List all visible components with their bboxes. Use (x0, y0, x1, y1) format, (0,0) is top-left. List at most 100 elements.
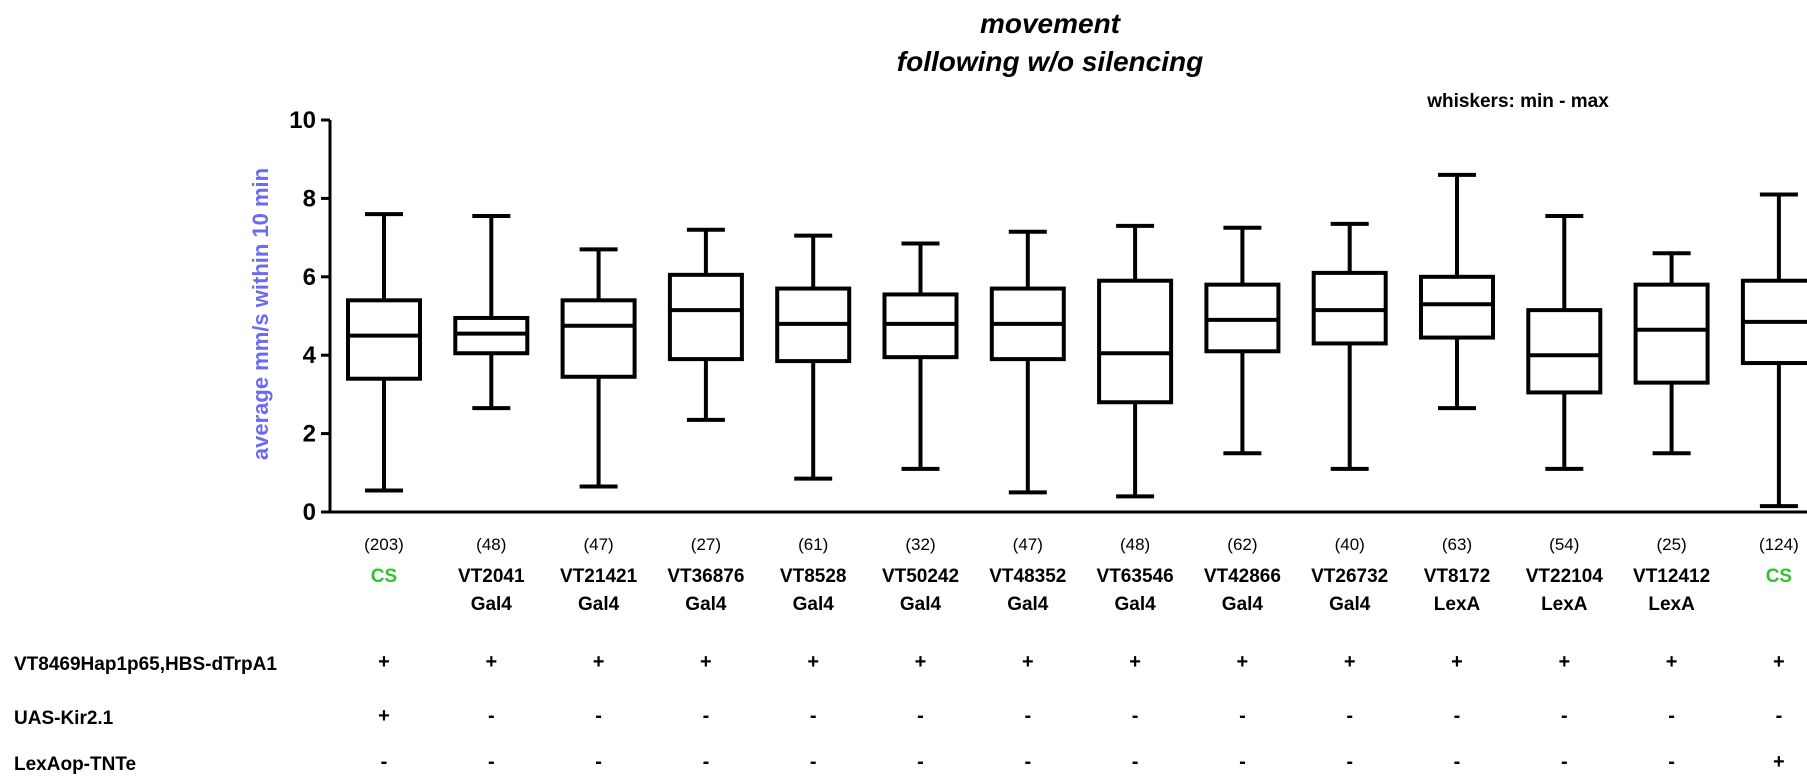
minus-mark: - (1561, 705, 1568, 727)
category-label-line1: VT42866 (1204, 566, 1281, 587)
sample-size-label: (27) (691, 535, 721, 554)
iqr-box (1633, 282, 1710, 385)
minus-mark: - (917, 705, 924, 727)
box-cs-0 (346, 212, 422, 493)
category-label-line1: VT63546 (1097, 566, 1174, 587)
category-label-line1: VT8528 (780, 566, 847, 587)
category-label-line1: VT50242 (882, 566, 959, 587)
plus-mark: + (700, 651, 712, 673)
box-vt12412-12 (1633, 251, 1710, 456)
y-tick-label: 4 (303, 342, 317, 369)
minus-mark: - (1668, 705, 1675, 727)
plus-mark: + (1773, 651, 1785, 673)
box-vt26732-9 (1311, 221, 1388, 471)
box-vt63546-7 (1097, 223, 1174, 499)
plus-mark: + (1558, 651, 1570, 673)
genotype-row-label: UAS-Kir2.1 (14, 708, 114, 729)
minus-mark: - (1132, 705, 1139, 727)
plus-mark: + (1237, 651, 1249, 673)
plus-mark: + (593, 651, 605, 673)
minus-mark: - (1346, 705, 1353, 727)
y-tick-label: 2 (303, 421, 316, 448)
category-label-line2: LexA (1434, 594, 1481, 615)
sample-size-label: (47) (583, 535, 613, 554)
category-label-line1: VT2041 (458, 566, 525, 587)
plus-mark: + (1022, 651, 1034, 673)
plus-mark: + (1129, 651, 1141, 673)
minus-mark: - (1346, 751, 1353, 773)
genotype-table: VT8469Hap1p65,HBS-dTrpA1 + + + + + + + + + + + + + + UA… (14, 651, 1785, 775)
iqr-box (560, 298, 637, 379)
category-label-line1: CS (1766, 566, 1792, 587)
plus-mark: + (807, 651, 819, 673)
plus-mark: + (1666, 651, 1678, 673)
plus-mark: + (915, 651, 927, 673)
axes: 0 2 4 6 8 10 (289, 107, 1807, 526)
category-label-line1: CS (371, 566, 397, 587)
minus-mark: - (810, 705, 817, 727)
plus-mark: + (485, 651, 497, 673)
chart-title-line1: movement (980, 8, 1122, 39)
minus-mark: - (1024, 751, 1031, 773)
minus-mark: - (1239, 705, 1246, 727)
category-label-line2: Gal4 (1114, 594, 1156, 615)
minus-mark: - (1454, 705, 1461, 727)
plus-mark: + (378, 705, 390, 727)
y-tick-label: 6 (303, 264, 316, 291)
box-group (346, 172, 1807, 509)
box-vt8172-10 (1419, 172, 1495, 411)
category-label-line2: LexA (1648, 594, 1695, 615)
box-vt21421-2 (560, 247, 637, 489)
category-label-line2: Gal4 (793, 594, 835, 615)
category-label-line2: Gal4 (1329, 594, 1371, 615)
chart-title-line2: following w/o silencing (897, 46, 1203, 77)
minus-mark: - (1668, 751, 1675, 773)
category-label-line1: VT8172 (1424, 566, 1491, 587)
box-vt2041-1 (453, 214, 530, 411)
minus-mark: - (1454, 751, 1461, 773)
sample-size-label: (47) (1013, 535, 1043, 554)
category-label-line1: VT21421 (560, 566, 638, 587)
minus-mark: - (595, 751, 602, 773)
sample-size-label: (48) (476, 535, 506, 554)
iqr-box (346, 298, 422, 381)
minus-mark: - (703, 751, 710, 773)
category-label-line2: Gal4 (471, 594, 513, 615)
category-label-line1: VT36876 (667, 566, 744, 587)
minus-mark: - (1024, 705, 1031, 727)
genotype-row-label: LexAop-TNTe (14, 754, 136, 775)
category-label-line2: Gal4 (900, 594, 942, 615)
category-label-line2: LexA (1541, 594, 1588, 615)
y-tick-label: 10 (289, 107, 316, 134)
sample-size-label: (32) (905, 535, 935, 554)
minus-mark: - (595, 705, 602, 727)
iqr-box (1419, 274, 1495, 340)
category-label-line1: VT12412 (1633, 566, 1710, 587)
minus-mark: - (1776, 705, 1783, 727)
iqr-box (1097, 278, 1174, 405)
minus-mark: - (381, 751, 388, 773)
box-cs-13 (1740, 192, 1807, 509)
sample-size-label: (40) (1335, 535, 1365, 554)
iqr-box (667, 272, 744, 362)
box-vt8528-4 (775, 233, 852, 481)
sample-size-label: (61) (798, 535, 828, 554)
y-tick-label: 8 (303, 185, 316, 212)
y-tick-label: 0 (303, 499, 316, 526)
category-label-line2: Gal4 (1007, 594, 1049, 615)
plus-mark: + (1344, 651, 1356, 673)
box-vt22104-11 (1526, 214, 1603, 471)
box-vt48352-6 (989, 229, 1066, 495)
iqr-box (1526, 308, 1603, 395)
box-vt36876-3 (667, 227, 744, 422)
minus-mark: - (1239, 751, 1246, 773)
sample-size-label: (62) (1227, 535, 1257, 554)
minus-mark: - (917, 751, 924, 773)
category-label-line1: VT48352 (989, 566, 1066, 587)
y-axis-label: average mm/s within 10 min (248, 168, 273, 460)
category-label-line2: Gal4 (1222, 594, 1264, 615)
minus-mark: - (1132, 751, 1139, 773)
minus-mark: - (703, 705, 710, 727)
category-label-line2: Gal4 (578, 594, 620, 615)
